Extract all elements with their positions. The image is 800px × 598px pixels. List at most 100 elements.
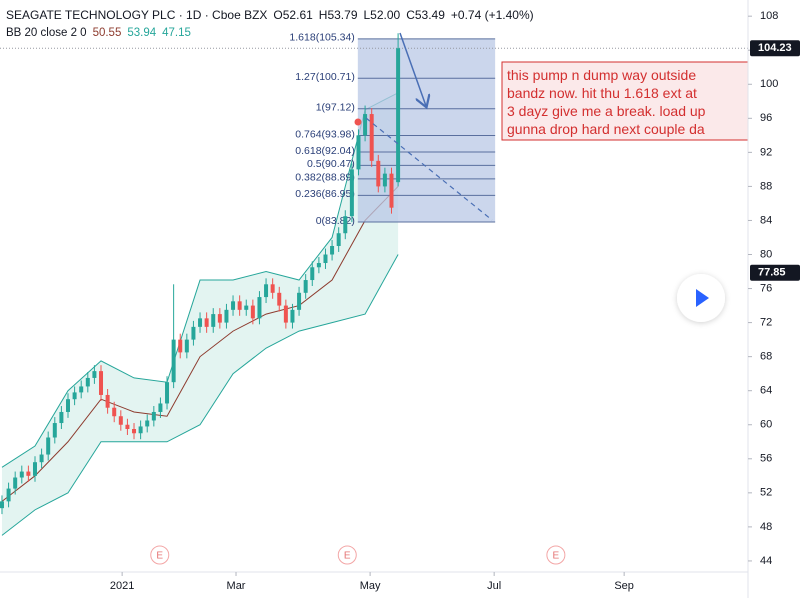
y-tick-label: 48 (760, 521, 772, 533)
y-tick-label: 60 (760, 419, 772, 431)
candle-body (270, 284, 275, 293)
candle-body (6, 488, 11, 502)
ohlc-close: C53.49 (406, 8, 445, 22)
play-icon[interactable] (696, 289, 709, 307)
candle-body (165, 382, 170, 404)
candle-body (356, 135, 361, 170)
annotation-line: gunna drop hard next couple da (507, 121, 705, 137)
play-button[interactable] (677, 274, 725, 322)
y-tick-label: 80 (760, 248, 772, 260)
symbol-title: SEAGATE TECHNOLOGY PLC · 1D · Cboe BZX (6, 8, 268, 22)
candle-body (151, 411, 156, 421)
indicator-line: BB 20 close 2 0 50.55 53.94 47.15 (6, 27, 191, 39)
y-tick-label: 56 (760, 453, 772, 465)
candle-body (171, 339, 176, 383)
candle-body (264, 284, 269, 298)
indicator-upper: 53.94 (127, 27, 157, 39)
band-lower (1, 254, 399, 536)
candle-body (376, 160, 381, 187)
y-tick-label: 108 (760, 10, 778, 22)
candle-body (369, 114, 374, 161)
event-label: E (156, 551, 163, 562)
y-tick-label: 52 (760, 487, 772, 499)
fib-label: 0.382(88.89) (295, 172, 355, 184)
candle-body (66, 399, 70, 412)
indicator-basis: 50.55 (92, 27, 122, 39)
candle-body (297, 292, 302, 310)
projection-line (365, 117, 493, 221)
candle-body (184, 339, 189, 353)
fib-label: 1.27(100.71) (295, 71, 355, 83)
candle-body (85, 377, 90, 387)
candle-body (330, 245, 335, 255)
header-line: SEAGATE TECHNOLOGY PLC · 1D · Cboe BZX O… (6, 8, 534, 22)
y-tick-label: 92 (760, 146, 772, 158)
x-tick-label: Jul (487, 580, 501, 592)
candle-body (92, 371, 97, 378)
candle-body (237, 301, 242, 310)
candle-body (244, 305, 249, 310)
candle-body (72, 392, 77, 400)
candle-body (191, 326, 196, 340)
candle-body (303, 280, 308, 293)
candle-body (0, 501, 4, 509)
x-tick-label: Sep (614, 580, 634, 592)
fib-label: 0.764(93.98) (295, 128, 355, 140)
x-tick-label: Mar (227, 580, 246, 592)
candle-body (283, 305, 288, 323)
candle-body (363, 114, 368, 136)
annotation-line: this pump n dump way outside (507, 67, 696, 83)
candle-body (204, 318, 209, 327)
indicator-name: BB 20 close 2 0 (6, 27, 87, 39)
y-tick-label: 96 (760, 112, 772, 124)
candle-body (26, 471, 31, 476)
ohlc-high: H53.79 (318, 8, 358, 22)
candle-body (224, 309, 229, 323)
event-marker (150, 545, 170, 565)
price-tag-label: 104.23 (758, 42, 792, 54)
candle-body (99, 371, 104, 395)
candle-body (46, 437, 51, 455)
fib-label: 0.618(92.04) (295, 145, 355, 157)
band-upper (1, 92, 399, 468)
candle-body (79, 386, 84, 393)
x-tick-label: May (360, 580, 381, 592)
candle-body (59, 411, 64, 424)
price-tag-label: 77.85 (758, 267, 786, 279)
candle-body (343, 216, 348, 234)
y-tick-label: 72 (760, 317, 772, 329)
ohlc-open: O52.61 (273, 8, 313, 22)
candle-body (39, 454, 44, 463)
price-tag (750, 40, 800, 57)
fib-label: 0(83.82) (316, 215, 355, 227)
candle-body (52, 423, 57, 438)
event-marker (546, 545, 566, 565)
y-tick-label: 64 (760, 385, 772, 397)
fib-box (357, 38, 496, 222)
candle-body (349, 169, 354, 217)
plot-area: 1.618(105.34) 1.27(100.71) 1(97.12) 0.764(9… (0, 32, 748, 565)
candle-body (19, 471, 24, 478)
ohlc-low: L52.00 (363, 8, 401, 22)
candle-body (178, 339, 183, 353)
candle-body (290, 309, 295, 323)
y-tick-label: 88 (760, 180, 772, 192)
candle-body (231, 301, 236, 310)
y-tick-label: 68 (760, 351, 772, 363)
fib-label: 0.236(86.95) (295, 188, 355, 200)
price-tag (750, 264, 800, 281)
y-tick-label: 44 (760, 555, 772, 567)
candle-body (32, 462, 37, 476)
candle-body (158, 403, 163, 412)
indicator-lower: 47.15 (162, 27, 191, 39)
candle-body (389, 173, 394, 208)
annotation: this pump n dump way outside bandz now. h… (501, 61, 748, 141)
candle-body (396, 48, 401, 183)
candle-body (316, 263, 321, 268)
event-marker (337, 545, 357, 565)
fib-label: 1(97.12) (316, 102, 355, 114)
candle-body (257, 297, 262, 319)
candle-body (310, 267, 315, 281)
